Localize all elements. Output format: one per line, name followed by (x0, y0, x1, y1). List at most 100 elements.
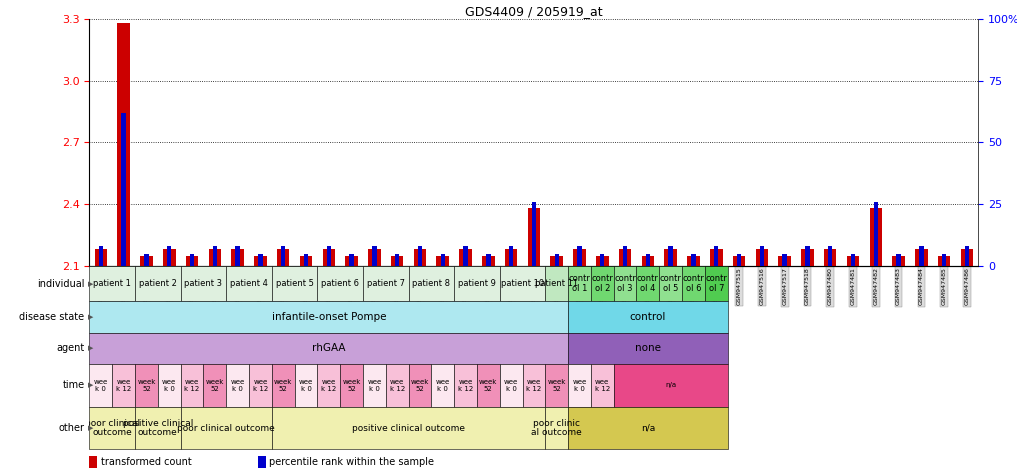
Text: control: control (630, 312, 666, 322)
Text: patient 11: patient 11 (535, 279, 579, 288)
Bar (504, 249, 518, 266)
Text: individual: individual (37, 279, 84, 289)
Bar (295, 364, 317, 407)
Text: patient 2: patient 2 (139, 279, 177, 288)
Text: wee
k 0: wee k 0 (504, 379, 519, 392)
Bar (499, 364, 523, 407)
Bar (545, 407, 569, 449)
Bar (892, 255, 905, 266)
Bar (226, 266, 272, 301)
Bar (436, 255, 450, 266)
Bar (737, 254, 741, 266)
Text: positive clinical outcome: positive clinical outcome (352, 424, 465, 432)
Text: wee
k 0: wee k 0 (94, 379, 108, 392)
Text: poor clinic
al outcome: poor clinic al outcome (531, 419, 582, 438)
Text: wee
k 12: wee k 12 (321, 379, 337, 392)
Bar (569, 333, 727, 364)
Bar (95, 249, 107, 266)
Bar (460, 249, 472, 266)
Bar (89, 456, 98, 468)
Bar (782, 254, 787, 266)
Bar (167, 246, 172, 266)
Bar (112, 364, 135, 407)
Text: n/a: n/a (641, 424, 655, 432)
Bar (208, 249, 221, 266)
Bar (304, 254, 308, 266)
Bar (277, 249, 290, 266)
Bar (89, 364, 112, 407)
Text: week
52: week 52 (547, 379, 565, 392)
Bar (692, 254, 696, 266)
Bar (213, 246, 217, 266)
Text: rhGAA: rhGAA (312, 343, 346, 354)
Bar (464, 246, 468, 266)
Text: patient 1: patient 1 (94, 279, 131, 288)
Bar (874, 202, 878, 266)
Bar (140, 255, 153, 266)
Bar (919, 246, 923, 266)
Text: other: other (58, 423, 84, 433)
Text: contr
ol 1: contr ol 1 (569, 274, 591, 293)
Bar (591, 266, 613, 301)
Text: patient 3: patient 3 (184, 279, 223, 288)
Bar (499, 266, 545, 301)
Bar (578, 246, 582, 266)
Bar (710, 249, 722, 266)
Text: wee
k 12: wee k 12 (390, 379, 405, 392)
Text: contr
ol 6: contr ol 6 (682, 274, 705, 293)
Bar (322, 249, 335, 266)
Bar (528, 208, 540, 266)
Bar (391, 255, 404, 266)
Bar (89, 333, 569, 364)
Bar (272, 266, 317, 301)
Text: n/a: n/a (665, 383, 676, 388)
Bar (569, 407, 727, 449)
Text: wee
k 12: wee k 12 (458, 379, 473, 392)
Bar (249, 364, 272, 407)
Bar (938, 255, 951, 266)
Bar (346, 255, 358, 266)
Bar (714, 246, 718, 266)
Bar (596, 255, 608, 266)
Text: contr
ol 3: contr ol 3 (614, 274, 636, 293)
Bar (455, 364, 477, 407)
Bar (705, 266, 727, 301)
Bar (89, 301, 569, 333)
Bar (341, 364, 363, 407)
Bar (99, 246, 103, 266)
Bar (915, 249, 928, 266)
Text: positive clinical
outcome: positive clinical outcome (123, 419, 193, 438)
Text: wee
k 12: wee k 12 (527, 379, 541, 392)
Text: wee
k 0: wee k 0 (367, 379, 381, 392)
Bar (523, 364, 545, 407)
Bar (482, 255, 494, 266)
Bar (613, 266, 637, 301)
Text: ▶: ▶ (88, 346, 94, 351)
Text: patient 9: patient 9 (458, 279, 496, 288)
Bar (326, 246, 331, 266)
Bar (554, 254, 559, 266)
Bar (117, 23, 130, 266)
Text: ▶: ▶ (88, 383, 94, 388)
Text: contr
ol 2: contr ol 2 (591, 274, 613, 293)
Bar (158, 364, 181, 407)
Bar (760, 246, 764, 266)
Bar (942, 254, 947, 266)
Bar (186, 255, 198, 266)
Bar (870, 208, 882, 266)
Bar (363, 266, 409, 301)
Title: GDS4409 / 205919_at: GDS4409 / 205919_at (465, 5, 603, 18)
Text: wee
k 0: wee k 0 (573, 379, 587, 392)
Bar (618, 249, 632, 266)
Text: poor clinical outcome: poor clinical outcome (177, 424, 276, 432)
Bar (363, 364, 385, 407)
Bar (409, 266, 455, 301)
Bar (414, 249, 426, 266)
Text: agent: agent (56, 343, 84, 354)
Bar (254, 255, 266, 266)
Bar (545, 364, 569, 407)
Bar (89, 407, 135, 449)
Bar (181, 364, 203, 407)
Text: week
52: week 52 (274, 379, 293, 392)
Bar (190, 254, 194, 266)
